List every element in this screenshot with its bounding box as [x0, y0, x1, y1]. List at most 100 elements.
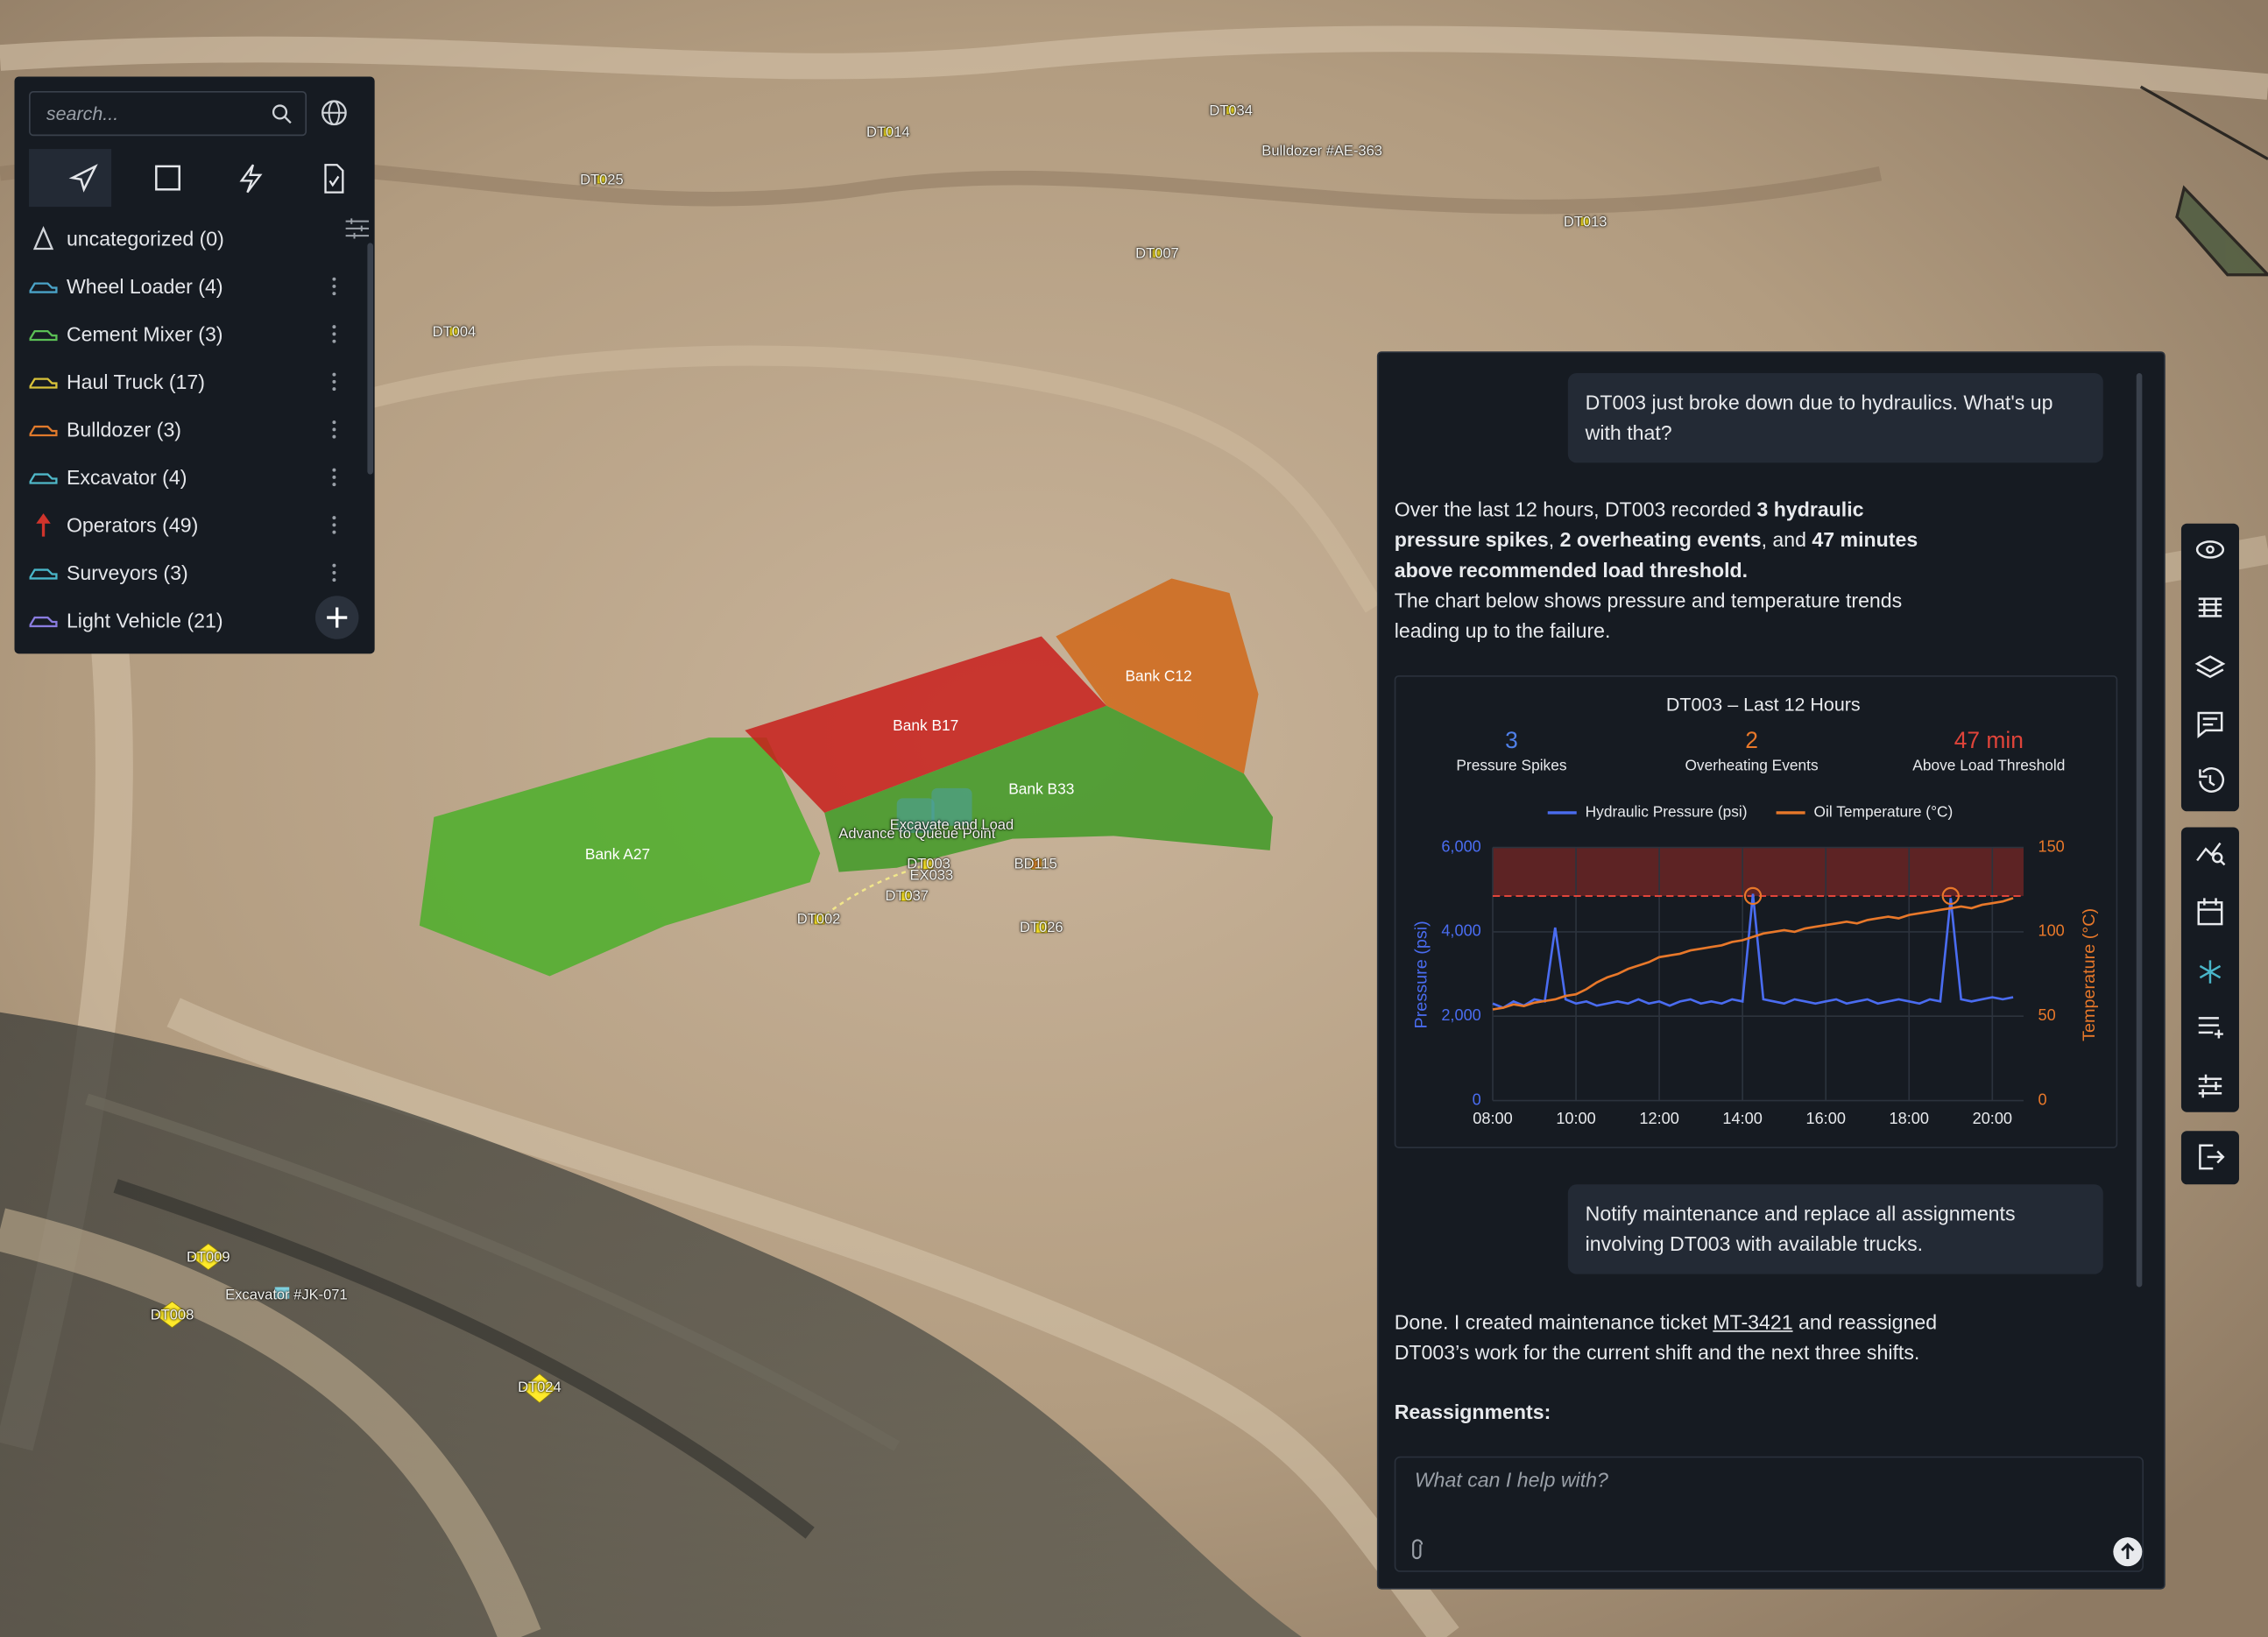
zone-label[interactable]: Bank A27 [584, 845, 651, 864]
event-marker [1743, 886, 1763, 906]
category-row[interactable]: uncategorized (0) [15, 217, 362, 261]
search-placeholder: search... [46, 102, 119, 124]
row-menu[interactable] [329, 561, 340, 584]
globe-icon[interactable] [318, 97, 350, 129]
category-icon [29, 329, 58, 342]
y2-axis-label: Temperature (°C) [2080, 908, 2099, 1041]
zone-label[interactable]: Bank C12 [1125, 667, 1192, 686]
map-label[interactable]: DT008 [150, 1308, 194, 1324]
y2-tick-label: 150 [2038, 837, 2064, 855]
category-row[interactable]: Wheel Loader (4) [15, 265, 362, 308]
category-label: Operators (49) [66, 513, 199, 537]
category-icon [29, 473, 58, 484]
map-label[interactable]: DT009 [186, 1250, 230, 1267]
map-label[interactable]: Advance to Queue Point [838, 826, 996, 843]
dot [332, 563, 336, 568]
map-label[interactable]: DT034 [1209, 103, 1253, 120]
category-row[interactable]: Cement Mixer (3) [15, 313, 362, 356]
text: and reassigned DT003’s work for the curr… [1394, 1309, 1938, 1365]
row-menu[interactable] [329, 418, 340, 441]
emphasis: 2 overheating events [1559, 527, 1762, 552]
map-label[interactable]: DT003 [907, 857, 950, 873]
send-button[interactable] [2112, 1536, 2144, 1568]
row-menu[interactable] [329, 322, 340, 345]
category-row[interactable]: Operators (49) [15, 504, 362, 547]
input-placeholder: What can I help with? [1414, 1467, 1608, 1492]
search-box[interactable]: search... [29, 91, 307, 137]
events-tab[interactable] [239, 164, 263, 194]
map-label[interactable]: BD115 [1014, 857, 1057, 873]
search-icon[interactable] [271, 102, 293, 125]
navigate-tab[interactable] [68, 164, 98, 193]
toolbar-group [2180, 523, 2239, 812]
category-row[interactable]: Haul Truck (17) [15, 360, 362, 404]
category-label: Cement Mixer (3) [66, 322, 223, 346]
series-line [1492, 897, 2014, 1011]
area-tab[interactable] [155, 165, 180, 191]
stat-label: Overheating Events [1685, 757, 1819, 774]
chat-input[interactable]: What can I help with? [1394, 1456, 2144, 1572]
category-row[interactable]: Excavator (4) [15, 455, 362, 499]
zone-label[interactable]: Bank B33 [1008, 780, 1075, 799]
scrollbar[interactable] [367, 243, 373, 475]
logout-button[interactable] [2199, 1144, 2225, 1170]
dot [332, 516, 336, 520]
dot [332, 468, 336, 472]
map-label[interactable]: DT026 [1020, 920, 1063, 937]
calendar-button[interactable] [2197, 898, 2223, 926]
map-label[interactable]: DT014 [866, 124, 910, 141]
map-label[interactable]: DT024 [518, 1380, 562, 1397]
table-button[interactable] [2198, 597, 2222, 617]
map-label[interactable]: Excavator #JK-071 [225, 1288, 348, 1304]
category-label: Haul Truck (17) [66, 370, 205, 394]
category-icon [29, 425, 58, 437]
task-list-button[interactable] [2198, 1017, 2223, 1039]
text: Done. I created maintenance ticket [1394, 1309, 1713, 1334]
visibility-button[interactable] [2195, 540, 2225, 559]
series-line [1492, 893, 2014, 1010]
category-row[interactable]: Surveyors (3) [15, 551, 362, 595]
stat-label: Pressure Spikes [1456, 757, 1566, 774]
map-label[interactable]: DT037 [885, 888, 929, 905]
row-menu[interactable] [329, 275, 340, 298]
map-label[interactable]: Bulldozer #AE-363 [1261, 144, 1382, 160]
map-label[interactable]: EX033 [909, 868, 954, 885]
row-menu[interactable] [329, 370, 340, 393]
scrollbar[interactable] [2136, 372, 2143, 1288]
category-row[interactable]: Bulldozer (3) [15, 408, 362, 452]
ticket-link[interactable]: MT-3421 [1713, 1309, 1793, 1334]
y-tick-label: 0 [1473, 1090, 1481, 1108]
settings-button[interactable] [2198, 1074, 2222, 1098]
messages-button[interactable] [2197, 711, 2223, 739]
row-menu[interactable] [329, 466, 340, 489]
map-label[interactable]: DT002 [796, 912, 841, 928]
user-message: DT003 just broke down due to hydraulics.… [1567, 372, 2103, 463]
map-label[interactable]: Excavate and Load [889, 817, 1014, 834]
map-label[interactable]: DT013 [1563, 215, 1607, 231]
category-label: Light Vehicle (21) [66, 609, 223, 632]
category-icon [32, 225, 54, 250]
analytics-button[interactable] [2196, 842, 2226, 866]
text: Over the last 12 hours, DT003 recorded [1394, 497, 1757, 521]
map-label[interactable]: DT007 [1135, 246, 1179, 263]
y-axis-label: Pressure (psi) [1411, 921, 1431, 1028]
category-label: Surveyors (3) [66, 561, 188, 585]
map-label[interactable]: DT004 [432, 324, 477, 341]
x-tick-label: 12:00 [1639, 1110, 1678, 1127]
layers-button[interactable] [2194, 655, 2226, 679]
filter-icon[interactable] [344, 217, 371, 240]
zone-label[interactable]: Bank B17 [893, 716, 959, 735]
row-menu[interactable] [329, 513, 340, 536]
category-icon [29, 377, 58, 389]
category-row[interactable]: Light Vehicle (21) [15, 599, 362, 643]
history-button[interactable] [2199, 767, 2224, 793]
attach-icon[interactable] [1408, 1539, 1428, 1562]
assistant-button[interactable] [2199, 960, 2222, 984]
section-heading: Reassignments: [1394, 1400, 1551, 1423]
map-label[interactable]: DT025 [580, 173, 624, 189]
emphasis: 3 hydraulic pressure spikes [1394, 497, 1864, 552]
tasks-tab[interactable] [324, 164, 344, 194]
icon-shape [29, 568, 58, 580]
add-button[interactable] [314, 595, 360, 641]
